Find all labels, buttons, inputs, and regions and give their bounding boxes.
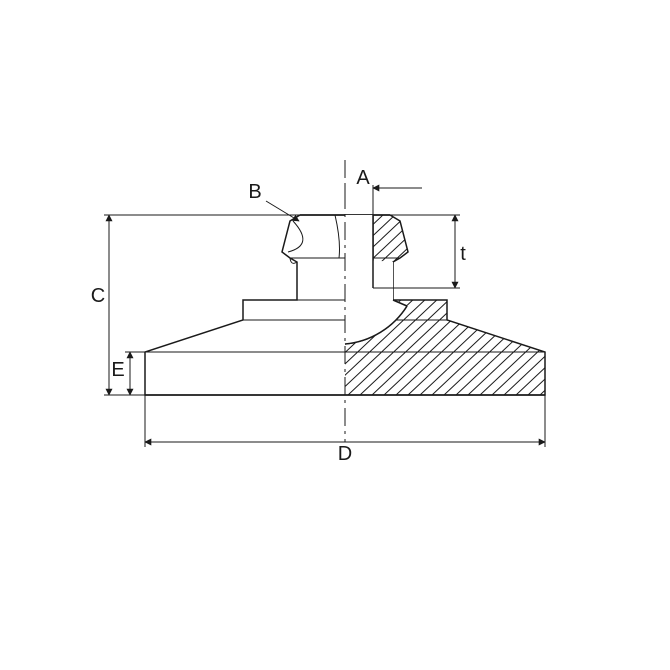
dim-label-D: D [338,443,352,465]
technical-drawing: C E D At B [0,0,670,670]
dimensions: C E D At B [88,167,545,466]
dim-label-B: B [248,181,261,203]
dim-label-t: t [460,243,466,265]
dim-label-C: C [91,285,105,307]
dim-label-A: A [356,167,370,189]
dim-label-E: E [111,359,124,381]
